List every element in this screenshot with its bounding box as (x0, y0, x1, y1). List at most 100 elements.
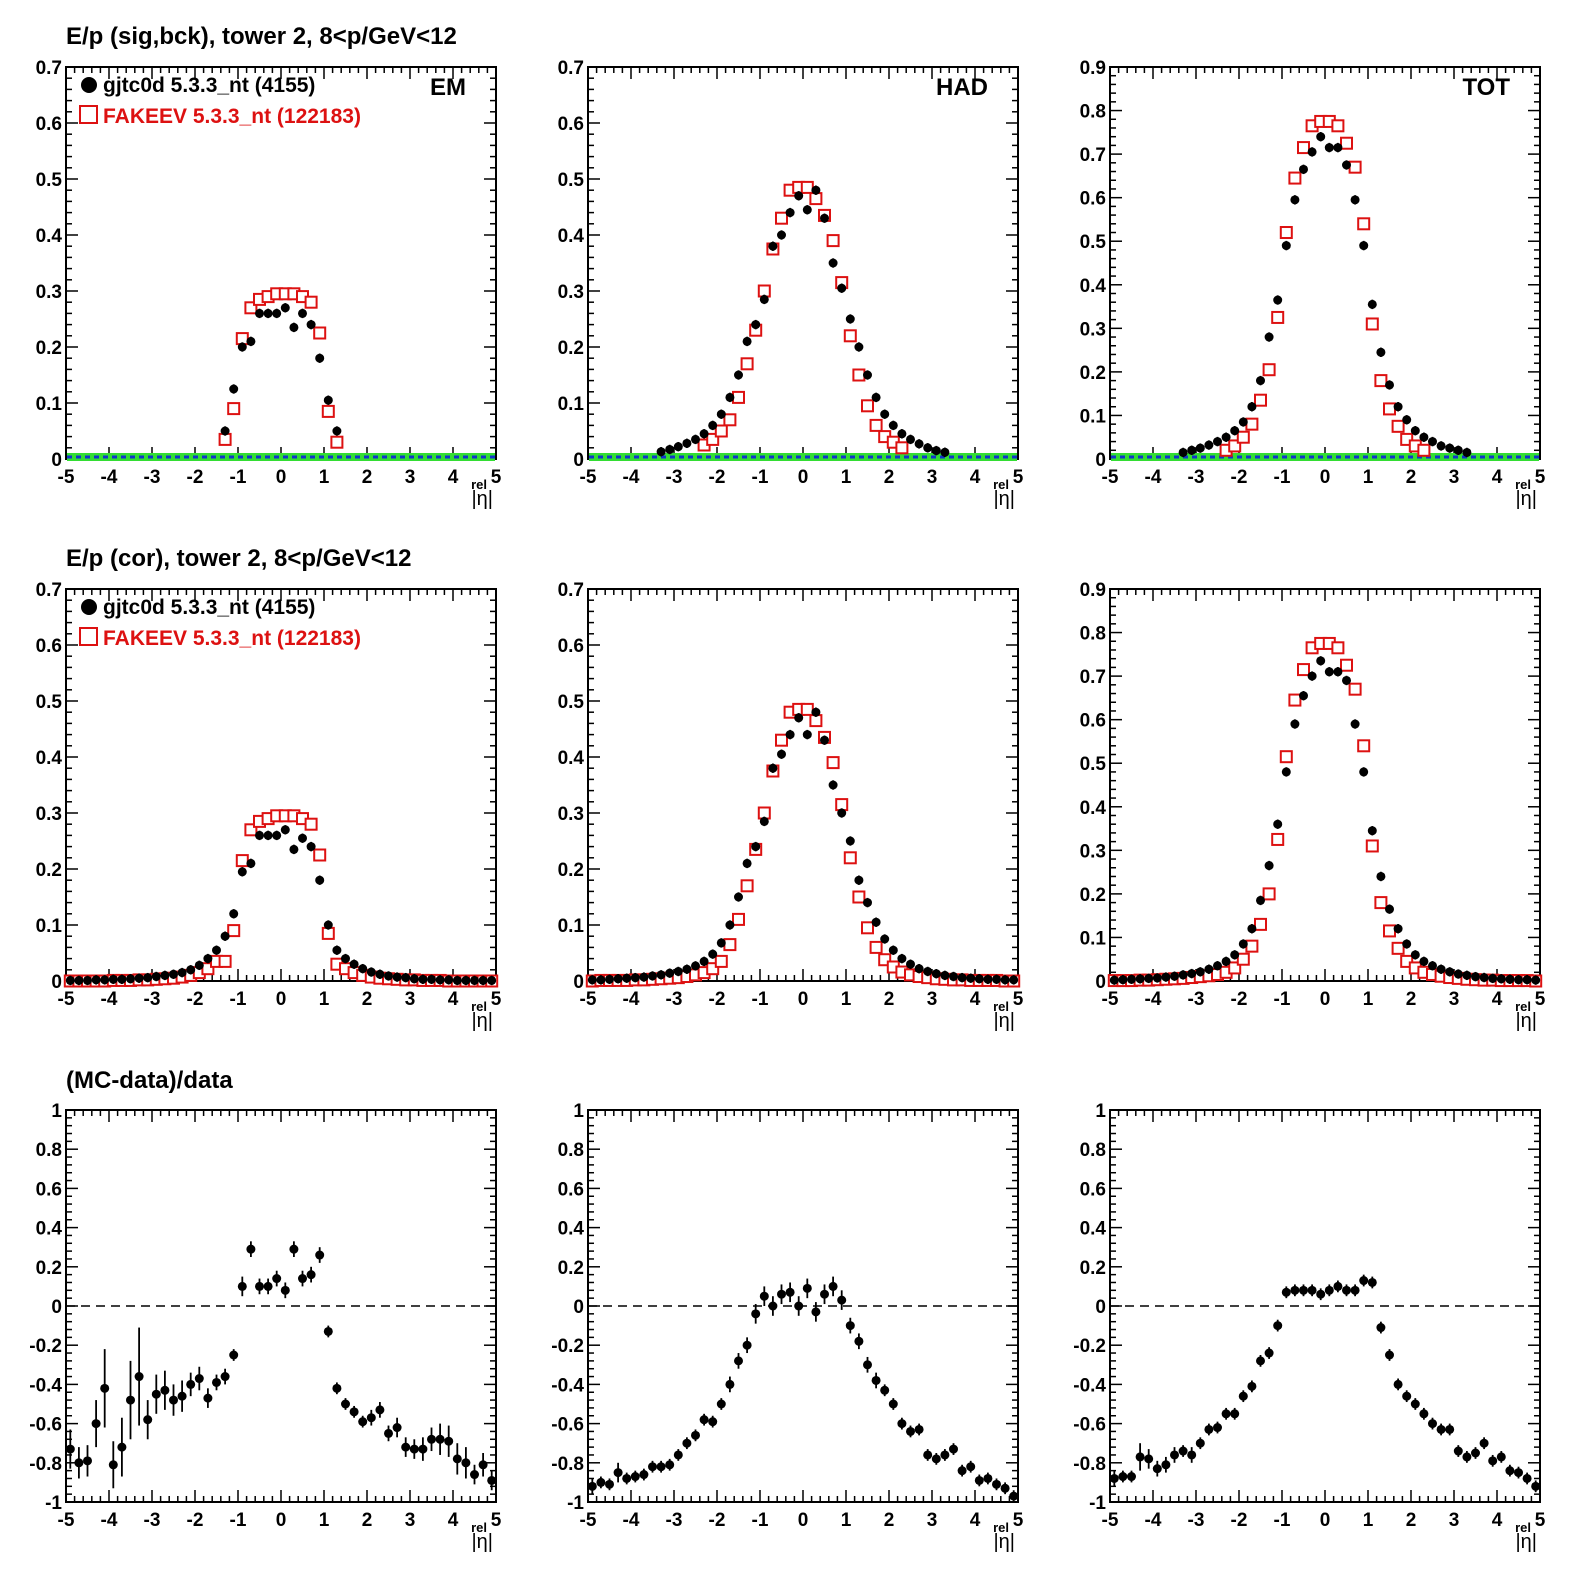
data-point (854, 342, 864, 352)
x-tick-label: 1 (841, 467, 852, 488)
mc-point (1279, 750, 1293, 764)
data-point (1479, 973, 1489, 983)
data-point (418, 974, 428, 984)
data-point (863, 1360, 872, 1370)
data-point (1488, 973, 1498, 983)
data-point (1342, 675, 1351, 685)
data-point (392, 972, 402, 982)
panel-tag: EM (430, 74, 466, 101)
x-tick-label: 3 (1449, 1510, 1460, 1531)
y-tick-label: 0.7 (558, 580, 584, 601)
data-point (682, 1438, 692, 1448)
mc-point (1245, 939, 1259, 953)
mc-point (304, 817, 318, 831)
mc-point (706, 432, 720, 446)
x-tick-label: 0 (1320, 1510, 1331, 1531)
y-tick-label: 0.2 (36, 338, 62, 359)
data-point (931, 446, 941, 456)
data-point (888, 1399, 898, 1409)
data-point (880, 1385, 890, 1395)
data-point (1109, 1473, 1119, 1483)
plot-panel-r1-c3: -5 -4 -3 -2 -1 0 1 2 3 4 5 0 0.1 0.2 0.3 0.4 0.5 0.6 0.7 0.… (1080, 58, 1546, 510)
x-axis-label: |η| (993, 1010, 1015, 1032)
data-point (940, 447, 950, 457)
data-point (699, 429, 709, 439)
data-point (108, 974, 118, 984)
data-point (332, 1383, 342, 1393)
x-tick-label: -2 (187, 467, 204, 488)
data-point (401, 1442, 411, 1452)
data-point (1247, 1381, 1257, 1391)
x-tick-label: 0 (798, 467, 809, 488)
data-point (366, 1413, 376, 1423)
data-point (1247, 924, 1257, 934)
data-point (1428, 961, 1437, 971)
data-point (1264, 1348, 1274, 1358)
data-point (1230, 950, 1240, 960)
data-point (1522, 975, 1532, 985)
y-tick-label: 0.7 (558, 58, 584, 79)
data-point (280, 825, 290, 835)
data-point (682, 438, 692, 448)
data-point (1359, 241, 1369, 251)
data-point (983, 974, 993, 984)
x-tick-label: -1 (1274, 467, 1291, 488)
data-point (777, 230, 786, 240)
x-tick-label: 2 (1406, 989, 1417, 1010)
data-point (1204, 1424, 1214, 1434)
data-point (665, 1460, 675, 1470)
mc-point (714, 954, 728, 968)
x-tick-label: -3 (1188, 989, 1205, 1010)
plot-frame (587, 66, 1019, 460)
data-point (212, 945, 221, 955)
y-tick-label: 0.2 (1080, 1258, 1106, 1279)
x-tick-label: 3 (405, 467, 416, 488)
data-point (134, 1372, 144, 1382)
data-point (708, 420, 718, 430)
data-point (1410, 426, 1420, 436)
mc-point (775, 211, 788, 225)
data-point (1367, 1277, 1377, 1287)
y-tick-label: 0.5 (36, 170, 63, 191)
data-point (648, 971, 657, 981)
data-point (665, 444, 675, 454)
data-point (1471, 1448, 1480, 1458)
y-tick-label: 0 (51, 1297, 62, 1318)
data-point (289, 1244, 299, 1254)
data-point (906, 959, 915, 969)
x-tick-label: 0 (276, 989, 287, 1010)
data-point (1178, 970, 1188, 980)
mc-point (843, 851, 857, 865)
data-point (255, 1281, 264, 1291)
x-tick-label: 4 (970, 467, 981, 488)
mc-point (714, 424, 728, 438)
y-tick-label: -0.2 (1073, 1336, 1106, 1357)
x-axis-label-superscript: rel (471, 1520, 487, 1535)
data-point (605, 974, 614, 984)
x-axis-label: |η| (471, 488, 493, 510)
data-point (811, 185, 821, 195)
data-point (315, 1250, 325, 1260)
data-point (725, 392, 735, 402)
data-point (74, 1458, 84, 1468)
data-point (315, 353, 325, 363)
data-point (1135, 1452, 1145, 1462)
data-point (1367, 826, 1377, 836)
data-point (1127, 1472, 1136, 1482)
background-band (589, 453, 1017, 461)
data-point (639, 972, 649, 982)
x-axis-label: |η| (471, 1531, 493, 1553)
y-tick-label: 0.8 (558, 1140, 584, 1161)
y-tick-label: 0 (51, 972, 62, 993)
mc-point (723, 938, 737, 952)
data-point (630, 973, 640, 983)
data-point (435, 975, 445, 985)
plot-panel-r3-c1: -5 -4 -3 -2 -1 0 1 2 3 4 5 -1 -0.8 -0.6 -0.4 -0.2 0 0.2 0.… (29, 1101, 501, 1553)
data-point (1230, 1409, 1240, 1419)
data-point (1290, 719, 1300, 729)
x-tick-label: 0 (276, 1510, 287, 1531)
background-band (1111, 453, 1539, 461)
data-point (777, 1289, 786, 1299)
x-tick-label: 5 (1013, 1510, 1024, 1531)
